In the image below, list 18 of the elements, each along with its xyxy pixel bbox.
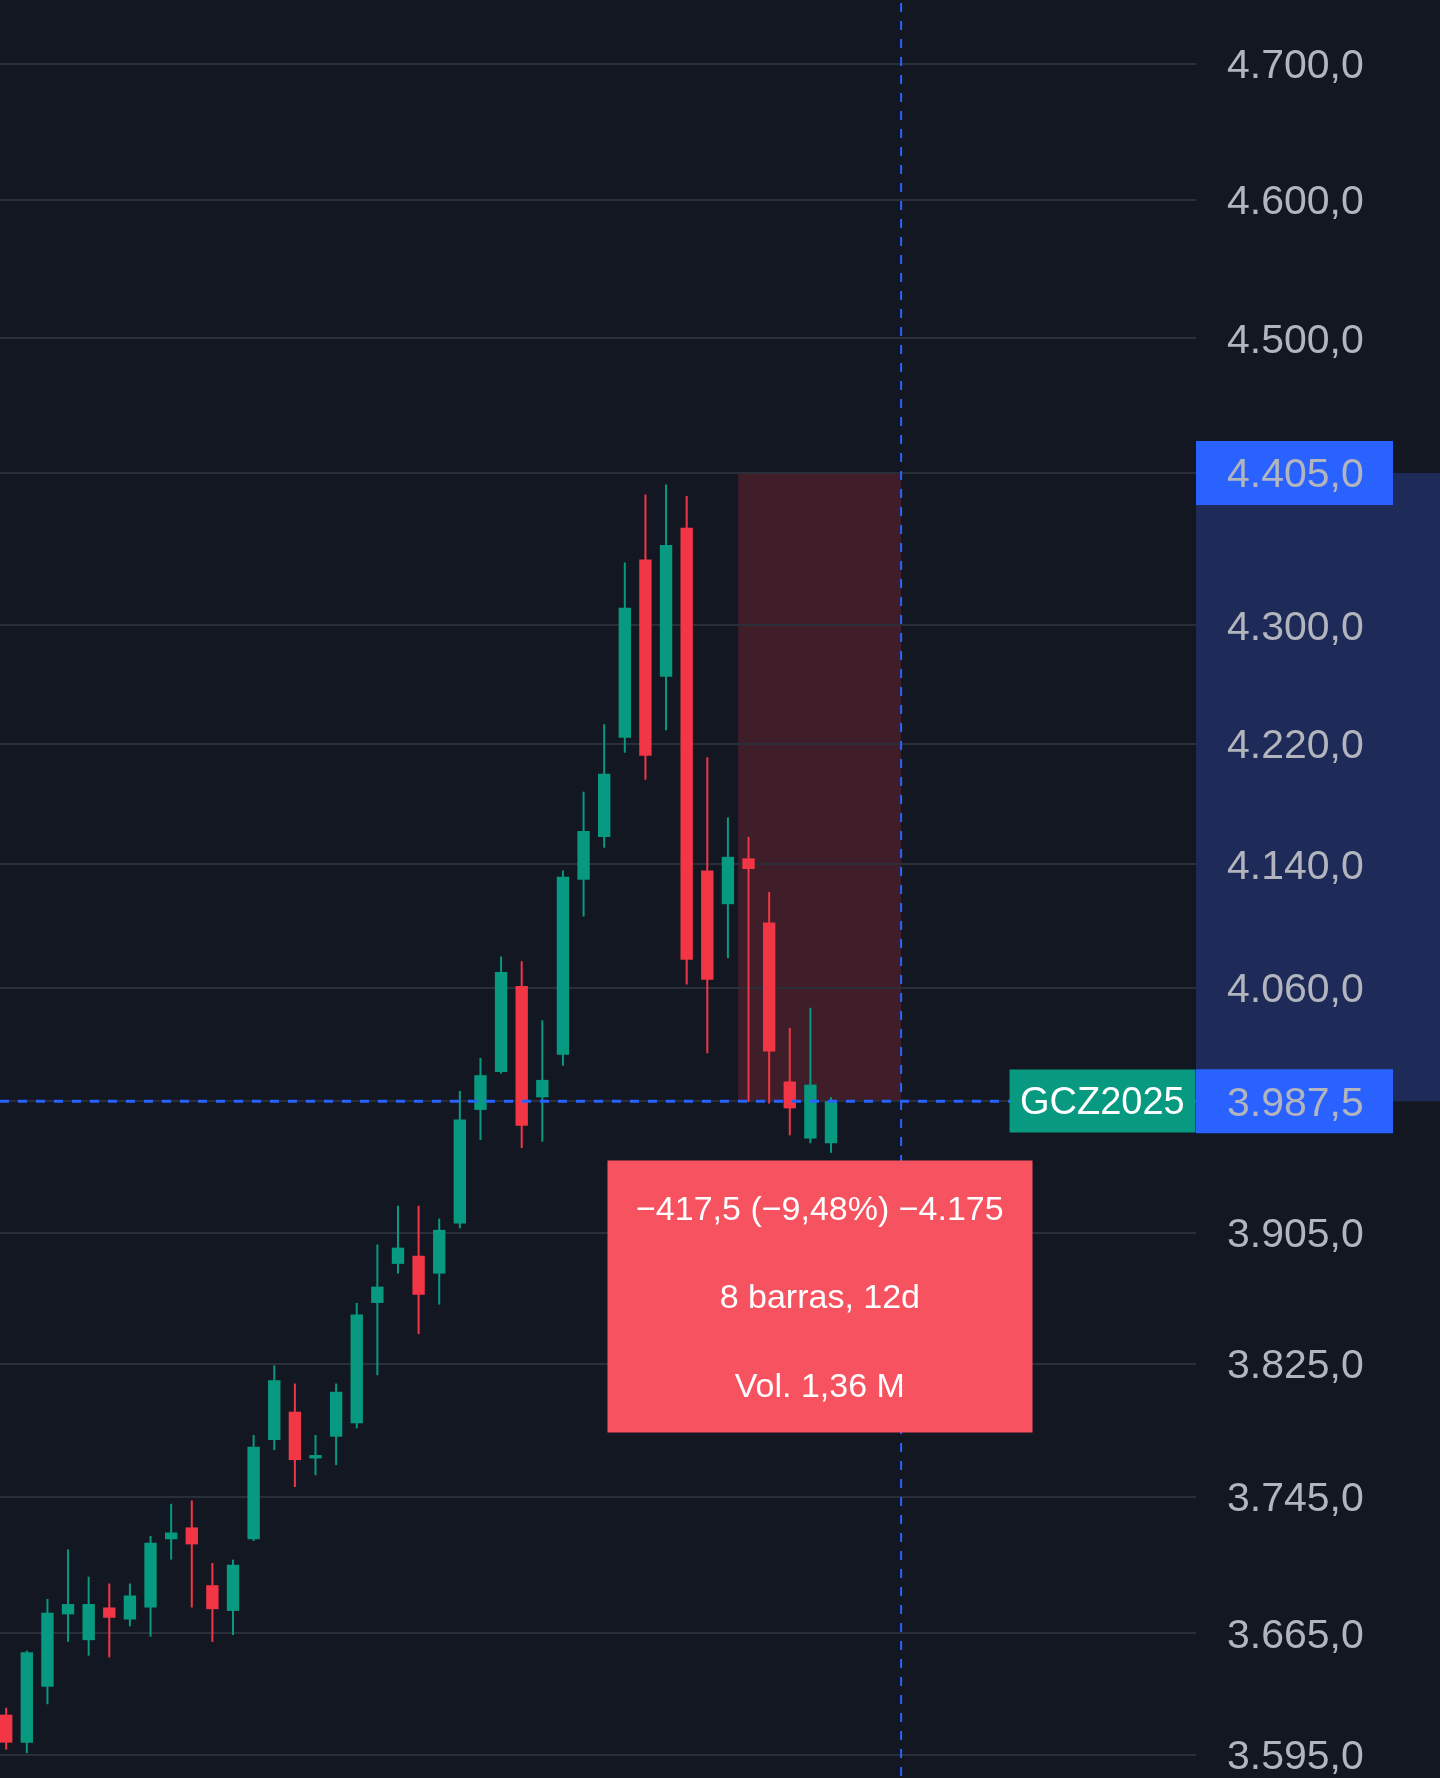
y-tick-label: 3.825,0 (1227, 1341, 1364, 1388)
y-tick-label: 4.600,0 (1227, 177, 1364, 224)
y-tick-label: 3.595,0 (1227, 1732, 1364, 1778)
y-tick-label: 4.060,0 (1227, 964, 1364, 1011)
candlestick (577, 790, 590, 918)
y-tick-label: 4.700,0 (1227, 41, 1364, 88)
y-tick-label: 4.300,0 (1227, 602, 1364, 649)
text: −417,5 (−9,48%) −4.175 8 barras, 12d Vol. 1,36 M (636, 1189, 1004, 1404)
y-tick-label: 4.500,0 (1227, 315, 1364, 362)
annotation: GCZ2025 (1020, 1080, 1185, 1122)
y-tick-label: 4.140,0 (1227, 841, 1364, 888)
y-tick-label: 4.220,0 (1227, 721, 1364, 768)
y-tick-label: 3.987,5 (1227, 1078, 1364, 1125)
y-tick-label: 3.905,0 (1227, 1210, 1364, 1257)
candlestick (742, 836, 755, 1103)
y-tick-label: 3.665,0 (1227, 1610, 1364, 1657)
y-tick-label: 4.405,0 (1227, 450, 1364, 497)
y-tick-label: 3.745,0 (1227, 1474, 1364, 1521)
